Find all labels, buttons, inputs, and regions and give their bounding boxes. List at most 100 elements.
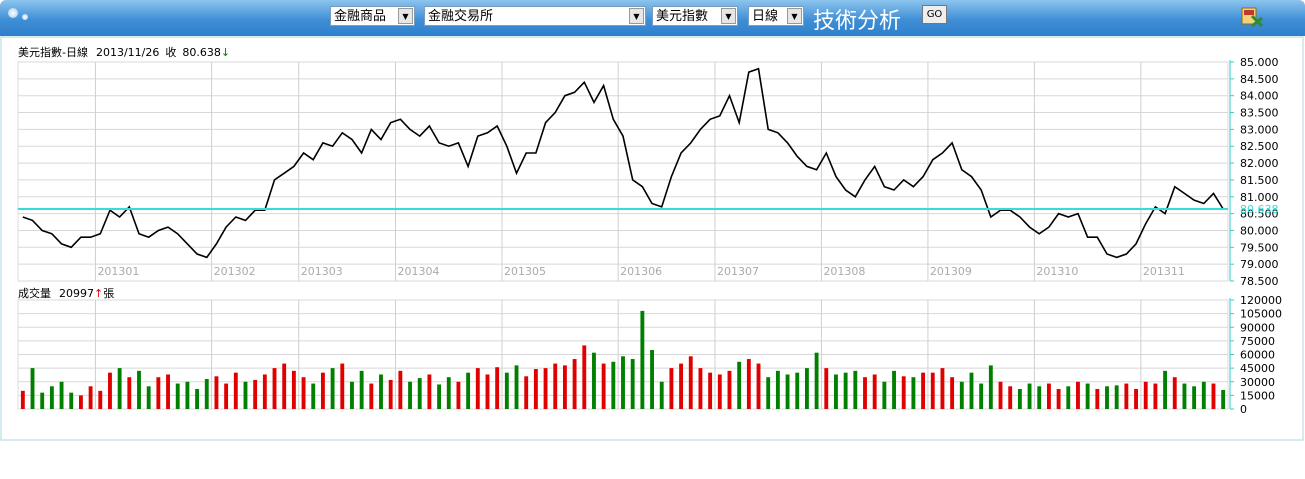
volume-bar xyxy=(785,374,790,409)
y-tick-label: 0 xyxy=(1240,403,1247,416)
y-tick-label: 79.000 xyxy=(1240,258,1279,271)
volume-bar xyxy=(253,379,258,409)
select-arrow[interactable]: ▼ xyxy=(787,8,802,24)
x-tick-label: 201301 xyxy=(97,265,139,278)
volume-bar xyxy=(1211,383,1216,409)
volume-bar xyxy=(892,370,896,409)
volume-bar xyxy=(863,377,867,409)
volume-bar xyxy=(330,368,335,409)
volume-bar xyxy=(466,372,471,409)
volume-bar xyxy=(1017,389,1022,409)
chart: 美元指數-日線 2013/11/26 收 80.638↓ 成交量 20997↑張 78.… xyxy=(0,36,1304,441)
volume-bar xyxy=(1037,386,1042,409)
chart-title: 美元指數-日線 xyxy=(18,45,88,59)
y-tick-label: 45000 xyxy=(1240,362,1275,375)
volume-bar xyxy=(301,377,306,409)
decoration xyxy=(22,14,28,20)
volume-bar xyxy=(437,384,442,409)
select-arrow[interactable]: ▼ xyxy=(398,8,413,24)
select-arrow[interactable]: ▼ xyxy=(629,8,644,24)
volume-bar xyxy=(1153,383,1158,409)
period-select[interactable]: 日線 ▼ xyxy=(748,6,804,26)
chart-frame xyxy=(0,36,1304,441)
volume-bar xyxy=(408,381,412,409)
volume-bar xyxy=(998,381,1003,409)
volume-bar xyxy=(98,390,103,409)
y-tick-label: 90000 xyxy=(1240,321,1275,334)
volume-bar xyxy=(456,381,461,409)
volume-bar xyxy=(1085,383,1090,409)
volume-bar xyxy=(59,381,64,409)
y-tick-label: 80.000 xyxy=(1240,224,1279,237)
select-text: 金融商品 xyxy=(334,9,387,24)
y-tick-label: 84.000 xyxy=(1240,90,1279,103)
volume-bar xyxy=(562,365,567,409)
unit: 張 xyxy=(103,287,114,300)
volume-bar xyxy=(911,377,916,409)
volume-bar xyxy=(1056,389,1061,409)
x-tick-label: 201306 xyxy=(620,265,662,278)
volume-bar xyxy=(630,359,635,409)
volume-bar xyxy=(1172,377,1177,409)
close-value: 80.638 xyxy=(182,46,221,59)
volume-bar xyxy=(40,392,45,409)
volume-bar xyxy=(940,368,945,409)
chart-title: 成交量 xyxy=(18,286,51,300)
volume-bar xyxy=(592,352,596,409)
y-tick-label: 82.500 xyxy=(1240,140,1279,153)
volume-bar xyxy=(20,390,25,409)
price-header: 美元指數-日線 2013/11/26 收 80.638↓ xyxy=(18,45,230,59)
decoration xyxy=(8,8,18,18)
volume-bar xyxy=(872,374,877,409)
volume-bar xyxy=(475,368,480,409)
volume-bar xyxy=(88,386,93,409)
volume-bar xyxy=(969,372,974,409)
select-arrow[interactable]: ▼ xyxy=(721,8,736,24)
y-tick-label: 83.500 xyxy=(1240,107,1279,120)
y-tick-label: 81.000 xyxy=(1240,191,1279,204)
y-tick-label: 15000 xyxy=(1240,389,1275,402)
volume-bar xyxy=(427,374,432,409)
x-tick-label: 201305 xyxy=(504,265,546,278)
volume-bar xyxy=(746,359,751,409)
volume-bar xyxy=(659,381,664,409)
volume-bar xyxy=(698,368,703,409)
volume-bar xyxy=(824,368,829,409)
volume-bar xyxy=(834,374,838,409)
volume-bar xyxy=(582,345,587,409)
y-tick-label: 78.500 xyxy=(1240,275,1279,288)
product-select[interactable]: 金融商品 ▼ xyxy=(330,6,415,26)
trend-arrow: ↓ xyxy=(221,46,230,59)
volume-header: 成交量 20997↑張 xyxy=(18,286,114,300)
y-tick-label: 80.500 xyxy=(1240,208,1279,221)
volume-bar xyxy=(369,383,374,409)
y-tick-label: 120000 xyxy=(1240,294,1282,307)
volume-bar xyxy=(340,363,345,409)
volume-bar xyxy=(1105,386,1109,409)
volume-bar xyxy=(679,363,684,409)
volume-bar xyxy=(417,378,422,409)
volume-bar xyxy=(708,372,713,409)
volume-bar xyxy=(853,370,858,409)
x-tick-label: 201311 xyxy=(1143,265,1185,278)
volume-bar xyxy=(1114,385,1119,409)
y-tick-label: 75000 xyxy=(1240,335,1275,348)
volume-bar xyxy=(243,381,248,409)
volume-bar xyxy=(814,352,819,409)
export-icon[interactable] xyxy=(1240,6,1266,28)
volume-bar xyxy=(543,368,548,409)
go-button[interactable]: GO xyxy=(922,5,947,24)
exchange-select[interactable]: 金融交易所 ▼ xyxy=(424,6,646,26)
y-tick-label: 81.500 xyxy=(1240,174,1279,187)
volume-bar xyxy=(775,370,780,409)
y-tick-label: 30000 xyxy=(1240,376,1275,389)
volume-bar xyxy=(485,374,490,409)
page-title: 技術分析 xyxy=(813,9,902,34)
volume-bar xyxy=(950,377,955,409)
volume-bar xyxy=(504,372,509,409)
volume-bar xyxy=(640,310,645,409)
symbol-select[interactable]: 美元指數 ▼ xyxy=(652,6,738,26)
y-tick-label: 83.000 xyxy=(1240,123,1279,136)
volume-bar xyxy=(727,370,732,409)
trend-arrow: ↑ xyxy=(94,287,103,300)
